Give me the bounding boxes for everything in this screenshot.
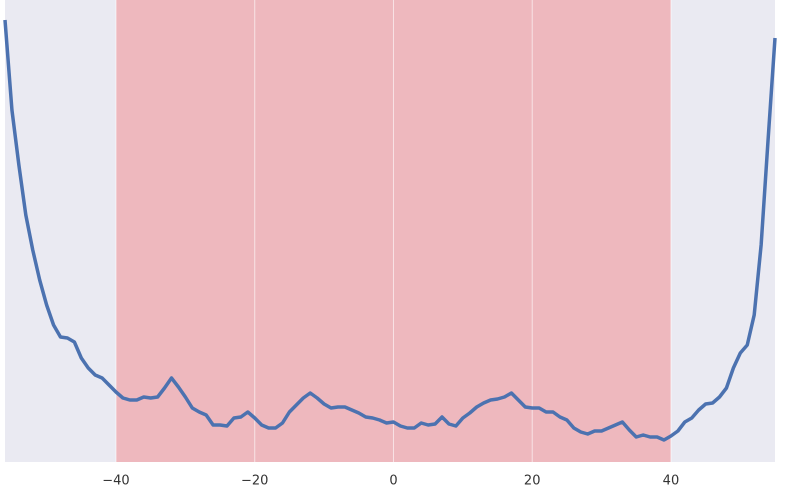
x-tick-label: 20 (524, 474, 541, 489)
x-tick-label: 40 (663, 474, 680, 489)
x-tick-label: −40 (102, 474, 129, 489)
data-line (3, 19, 777, 442)
x-tick-label: −20 (241, 474, 268, 489)
x-tick-label: 0 (389, 474, 397, 489)
